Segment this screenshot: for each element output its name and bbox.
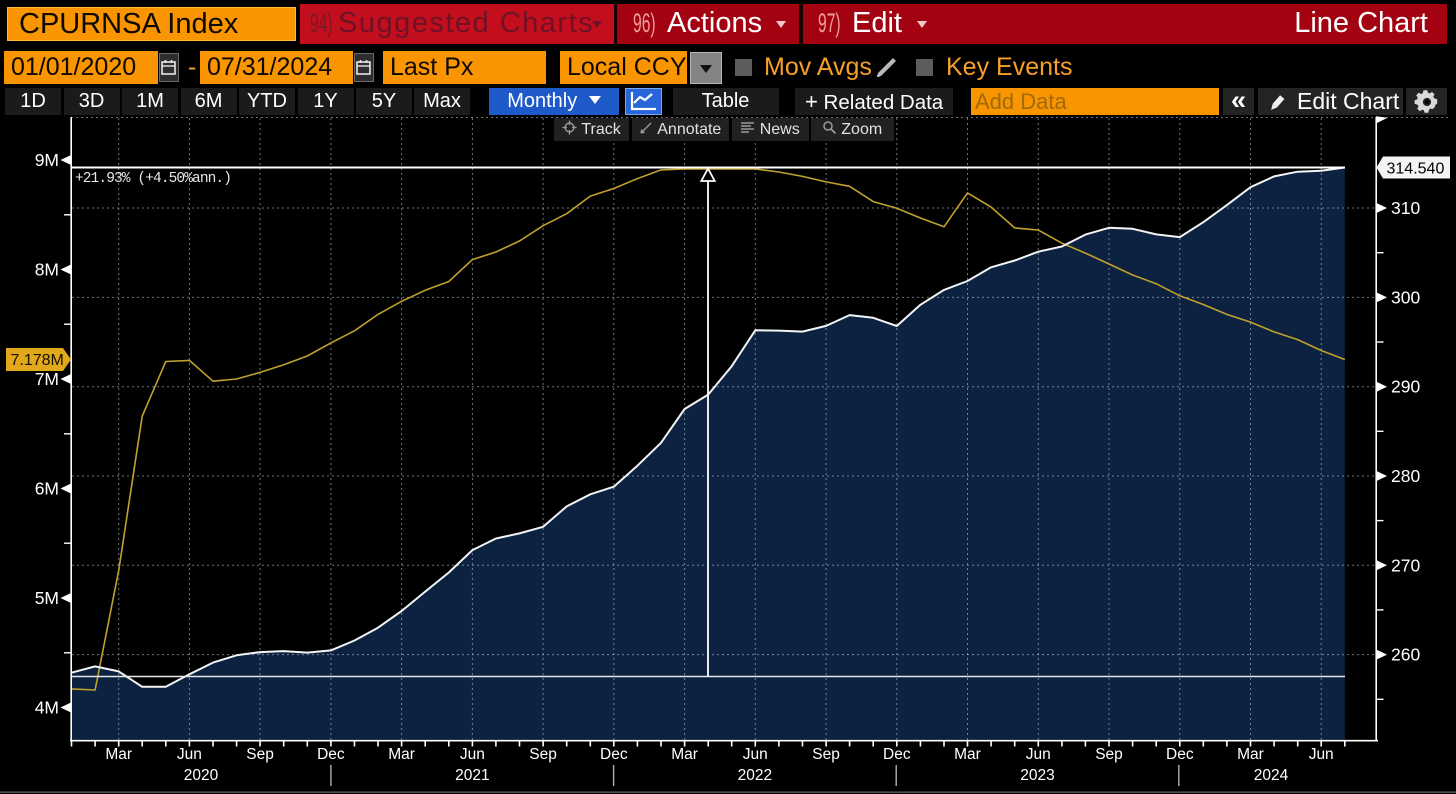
svg-text:2020: 2020 <box>184 767 219 784</box>
svg-text:Sep: Sep <box>1095 746 1123 763</box>
svg-text:Sep: Sep <box>812 746 840 763</box>
svg-text:310: 310 <box>1391 198 1420 218</box>
svg-text:300: 300 <box>1391 287 1420 307</box>
svg-text:Sep: Sep <box>529 746 557 763</box>
svg-text:260: 260 <box>1391 645 1420 665</box>
svg-text:314.540: 314.540 <box>1387 161 1445 178</box>
svg-text:Jun: Jun <box>460 746 485 763</box>
svg-text:Mar: Mar <box>954 746 981 763</box>
svg-text:Dec: Dec <box>1166 746 1194 763</box>
svg-text:270: 270 <box>1391 555 1420 575</box>
svg-text:Mar: Mar <box>671 746 698 763</box>
svg-text:2021: 2021 <box>455 767 489 784</box>
svg-text:Mar: Mar <box>388 746 415 763</box>
svg-text:Dec: Dec <box>317 746 345 763</box>
svg-text:290: 290 <box>1391 377 1420 397</box>
svg-text:9M: 9M <box>35 150 59 170</box>
svg-text:5M: 5M <box>35 588 59 608</box>
svg-text:280: 280 <box>1391 466 1420 486</box>
svg-text:7.178M: 7.178M <box>11 352 64 369</box>
svg-text:+21.93% (+4.50%ann.): +21.93% (+4.50%ann.) <box>75 171 231 187</box>
svg-text:2022: 2022 <box>738 767 772 784</box>
svg-text:Jun: Jun <box>1309 746 1334 763</box>
svg-text:Dec: Dec <box>883 746 911 763</box>
svg-text:2023: 2023 <box>1020 767 1054 784</box>
svg-text:Sep: Sep <box>246 746 274 763</box>
svg-text:Jun: Jun <box>177 746 202 763</box>
svg-text:Jun: Jun <box>1026 746 1051 763</box>
svg-text:7M: 7M <box>35 369 59 389</box>
svg-text:6M: 6M <box>35 479 59 499</box>
svg-text:Jun: Jun <box>743 746 768 763</box>
svg-text:Dec: Dec <box>600 746 628 763</box>
svg-text:8M: 8M <box>35 260 59 280</box>
svg-text:Mar: Mar <box>1237 746 1264 763</box>
svg-text:2024: 2024 <box>1254 767 1289 784</box>
svg-text:Mar: Mar <box>105 746 132 763</box>
svg-text:4M: 4M <box>35 698 59 718</box>
